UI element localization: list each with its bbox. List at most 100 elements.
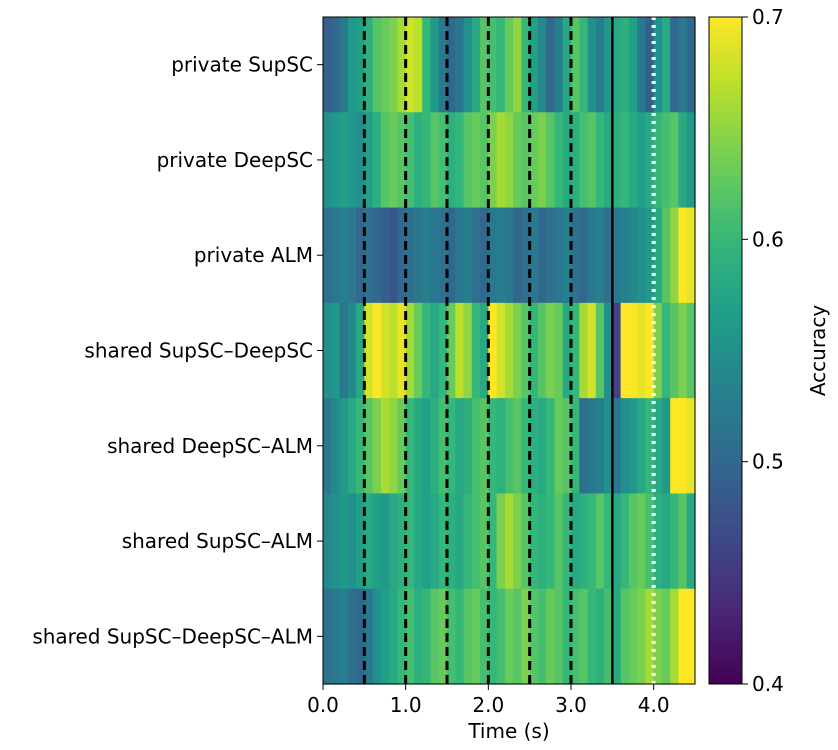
heatmap-cell — [339, 17, 349, 113]
heatmap-cell — [356, 207, 365, 304]
heatmap-cell — [604, 112, 613, 209]
heatmap-cell — [562, 398, 572, 495]
heatmap-cell — [686, 302, 696, 399]
heatmap-cell — [405, 588, 415, 685]
heatmap-cell — [645, 398, 655, 495]
heatmap-cell — [364, 493, 374, 590]
heatmap-cell — [554, 493, 564, 590]
heatmap-cell — [604, 493, 613, 590]
heatmap-cell — [620, 302, 630, 399]
heatmap-cell — [661, 493, 671, 590]
x-tick-label: 1.0 — [390, 693, 422, 717]
heatmap-cell — [645, 207, 655, 304]
heatmap-cell — [455, 588, 465, 685]
heatmap-cell — [513, 588, 522, 685]
heatmap-cell — [620, 207, 630, 304]
heatmap-cell — [380, 588, 390, 685]
heatmap-cell — [323, 398, 332, 495]
heatmap-cell — [413, 493, 423, 590]
heatmap-cell — [463, 302, 473, 399]
colorbar-tick-label: 0.7 — [752, 5, 784, 29]
heatmap-cell — [372, 398, 382, 495]
heatmap-cell — [571, 207, 580, 304]
heatmap-cell — [670, 588, 680, 685]
heatmap-cell — [645, 112, 655, 209]
heatmap-cell — [595, 493, 605, 590]
heatmap-cell — [372, 207, 382, 304]
heatmap-cell — [546, 398, 556, 495]
row-labels: private SupSC private DeepSC private ALM sh… — [32, 53, 323, 648]
heatmap-cell — [438, 112, 448, 209]
heatmap-cell — [380, 17, 390, 113]
colorbar-ticks: 0.4 0.5 0.6 0.7 — [742, 5, 784, 696]
heatmap-cell — [364, 588, 374, 685]
heatmap-cell — [678, 398, 688, 495]
heatmap-cell — [430, 112, 440, 209]
heatmap-cell — [463, 398, 473, 495]
heatmap-cell — [405, 398, 415, 495]
heatmap-cell — [331, 588, 341, 685]
heatmap-cell — [661, 17, 671, 113]
heatmap-cell — [587, 588, 597, 685]
heatmap-cell — [413, 588, 423, 685]
heatmap-cell — [438, 398, 448, 495]
heatmap-cell — [504, 17, 514, 113]
heatmap-cell — [397, 302, 407, 399]
heatmap-cell — [521, 398, 531, 495]
heatmap-cell — [628, 588, 638, 685]
heatmap-cell — [637, 17, 646, 113]
heatmap-cell — [447, 302, 456, 399]
heatmap-cell — [579, 302, 589, 399]
heatmap-cell — [571, 398, 580, 495]
heatmap-cell — [339, 588, 349, 685]
heatmap-cell — [356, 302, 365, 399]
heatmap-cell — [571, 302, 580, 399]
heatmap-cell — [372, 302, 382, 399]
heatmap-cell — [488, 207, 498, 304]
heatmap-cell — [389, 112, 398, 209]
heatmap-cell — [529, 207, 539, 304]
x-tick-label: 4.0 — [638, 693, 670, 717]
heatmap-cell — [521, 17, 531, 113]
heatmap-cell — [595, 302, 605, 399]
heatmap-cell — [653, 302, 663, 399]
heatmap-cell — [554, 398, 564, 495]
heatmap-cell — [422, 493, 432, 590]
heatmap-cell — [562, 588, 572, 685]
heatmap-cell — [488, 398, 498, 495]
heatmap-cell — [554, 588, 564, 685]
heatmap-cell — [587, 17, 597, 113]
heatmap-cell — [496, 398, 506, 495]
heatmap-cell — [413, 398, 423, 495]
heatmap-cell — [471, 398, 481, 495]
heatmap-cell — [372, 588, 382, 685]
heatmap-cell — [405, 112, 415, 209]
heatmap-cell — [480, 398, 489, 495]
x-axis-ticks: 0.0 1.0 2.0 3.0 4.0 — [307, 684, 670, 717]
heatmap-cell — [521, 493, 531, 590]
heatmap-cell — [422, 17, 432, 113]
heatmap-cell — [546, 112, 556, 209]
heatmap-cell — [455, 493, 465, 590]
heatmap-cell — [480, 588, 489, 685]
colorbar — [708, 16, 743, 685]
heatmap-cell — [546, 207, 556, 304]
heatmap-cell — [637, 302, 646, 399]
heatmap-cell — [537, 112, 547, 209]
heatmap-cell — [628, 17, 638, 113]
heatmap-cell — [670, 493, 680, 590]
heatmap-cell — [637, 112, 646, 209]
heatmap-cell — [339, 207, 349, 304]
heatmap-cell — [529, 302, 539, 399]
heatmap-cell — [521, 112, 531, 209]
heatmap-cell — [504, 588, 514, 685]
heatmap-cell — [604, 207, 613, 304]
heatmap-cell — [628, 112, 638, 209]
heatmap-cell — [562, 17, 572, 113]
heatmap-cell — [612, 207, 622, 304]
heatmap-cell — [380, 112, 390, 209]
heatmap-cell — [356, 112, 365, 209]
heatmap-cell — [612, 588, 622, 685]
heatmap-cell — [397, 398, 407, 495]
heatmap-cell — [405, 302, 415, 399]
